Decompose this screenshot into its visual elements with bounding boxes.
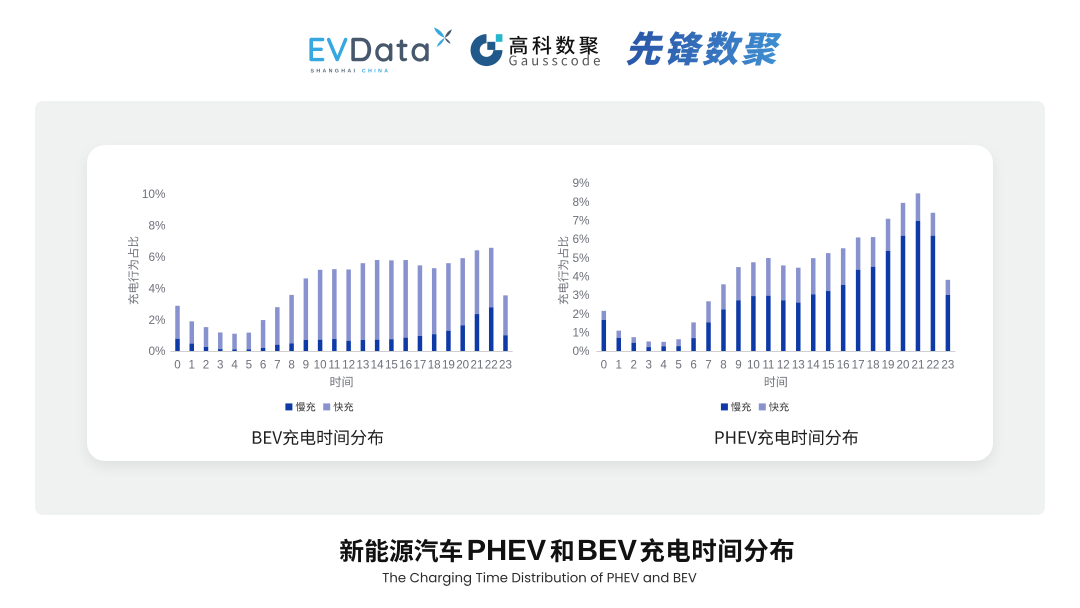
svg-text:18: 18 xyxy=(867,359,880,372)
svg-text:6: 6 xyxy=(260,359,266,372)
svg-text:8: 8 xyxy=(288,359,294,372)
svg-text:9: 9 xyxy=(303,359,309,372)
svg-text:0%: 0% xyxy=(572,344,590,358)
svg-text:16: 16 xyxy=(399,359,412,372)
svg-text:21: 21 xyxy=(471,359,484,372)
svg-text:0: 0 xyxy=(601,359,607,372)
svg-text:17: 17 xyxy=(852,359,865,372)
svg-text:11: 11 xyxy=(762,359,774,372)
svg-text:21: 21 xyxy=(912,359,925,372)
svg-text:22: 22 xyxy=(926,359,939,372)
svg-text:10%: 10% xyxy=(142,187,166,201)
svg-text:5: 5 xyxy=(246,359,252,372)
svg-text:1: 1 xyxy=(189,359,195,372)
svg-text:5: 5 xyxy=(675,359,681,372)
svg-text:8: 8 xyxy=(720,359,726,372)
svg-text:2: 2 xyxy=(203,359,209,372)
svg-text:12: 12 xyxy=(777,359,790,372)
svg-text:13: 13 xyxy=(356,359,369,372)
svg-text:16: 16 xyxy=(837,359,850,372)
svg-text:4: 4 xyxy=(231,359,238,372)
svg-text:14: 14 xyxy=(371,359,384,372)
svg-text:0: 0 xyxy=(174,359,180,372)
svg-text:10: 10 xyxy=(314,359,327,372)
svg-text:14: 14 xyxy=(807,359,820,372)
svg-text:5%: 5% xyxy=(572,251,590,265)
svg-text:3%: 3% xyxy=(572,288,590,302)
svg-text:8%: 8% xyxy=(148,219,166,233)
svg-text:6%: 6% xyxy=(148,250,166,264)
svg-text:12: 12 xyxy=(342,359,355,372)
svg-text:3: 3 xyxy=(645,359,651,372)
svg-text:10: 10 xyxy=(747,359,760,372)
svg-text:18: 18 xyxy=(428,359,441,372)
svg-text:9: 9 xyxy=(735,359,741,372)
svg-text:3: 3 xyxy=(217,359,223,372)
svg-text:4%: 4% xyxy=(572,270,590,284)
svg-text:23: 23 xyxy=(941,359,954,372)
svg-text:1%: 1% xyxy=(572,326,590,340)
svg-text:13: 13 xyxy=(792,359,805,372)
svg-text:0%: 0% xyxy=(148,344,166,358)
svg-text:7%: 7% xyxy=(572,213,590,227)
svg-text:15: 15 xyxy=(385,359,398,372)
svg-text:23: 23 xyxy=(499,359,512,372)
svg-text:4%: 4% xyxy=(148,281,166,295)
svg-text:11: 11 xyxy=(328,359,340,372)
svg-text:15: 15 xyxy=(822,359,835,372)
svg-text:8%: 8% xyxy=(572,195,590,209)
svg-text:7: 7 xyxy=(274,359,280,372)
svg-text:6%: 6% xyxy=(572,232,590,246)
svg-text:20: 20 xyxy=(456,359,469,372)
svg-text:2%: 2% xyxy=(148,313,166,327)
svg-text:2: 2 xyxy=(630,359,636,372)
svg-text:20: 20 xyxy=(897,359,910,372)
svg-text:6: 6 xyxy=(690,359,696,372)
svg-text:7: 7 xyxy=(705,359,711,372)
svg-text:19: 19 xyxy=(882,359,895,372)
svg-text:19: 19 xyxy=(442,359,455,372)
svg-text:9%: 9% xyxy=(572,176,590,190)
svg-text:17: 17 xyxy=(413,359,426,372)
svg-text:4: 4 xyxy=(660,359,667,372)
svg-text:2%: 2% xyxy=(572,307,590,321)
svg-text:1: 1 xyxy=(616,359,622,372)
svg-text:22: 22 xyxy=(485,359,498,372)
